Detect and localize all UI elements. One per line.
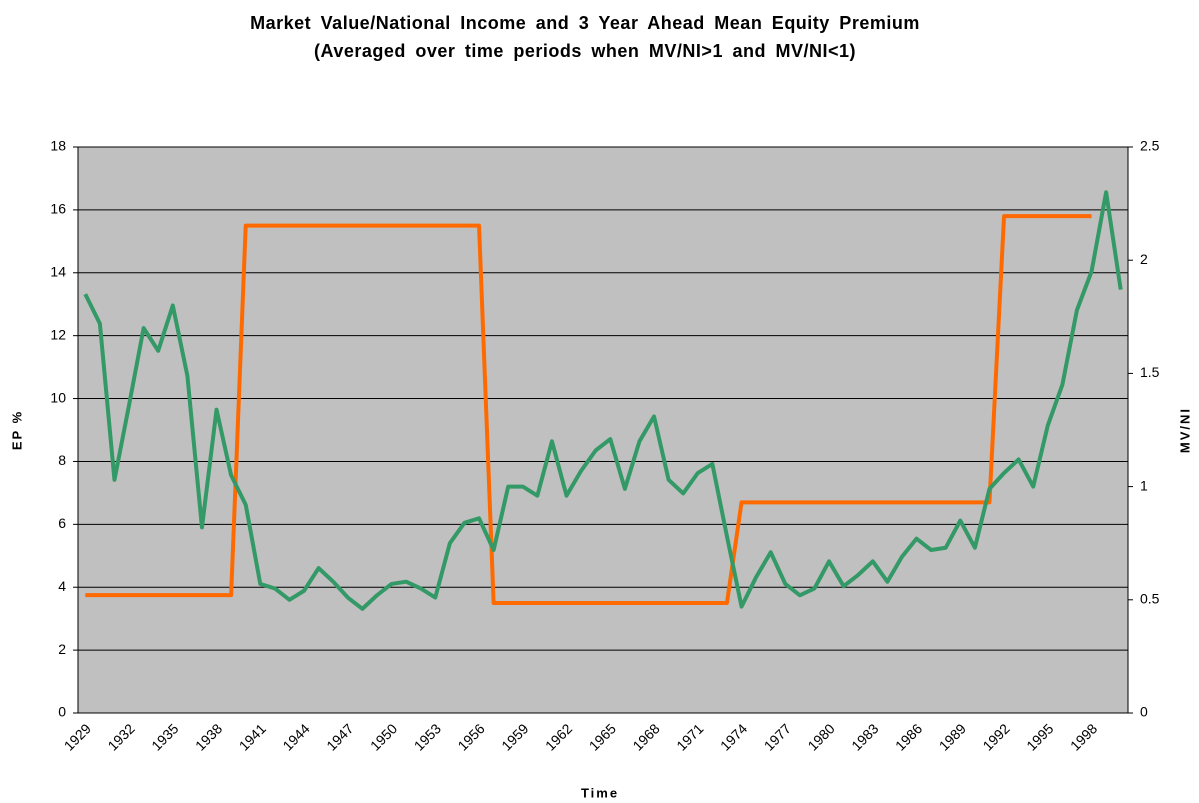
x-tick-label: 1995 <box>1023 720 1056 753</box>
plot-area <box>77 146 1129 714</box>
y-tick-label: 14 <box>50 263 66 279</box>
x-tick-label: 1977 <box>761 720 794 753</box>
x-tick-label: 1959 <box>498 720 531 753</box>
y2-tick-label: 1.5 <box>1140 364 1160 380</box>
y2-tick-label: 2 <box>1140 251 1148 267</box>
y-tick-label: 12 <box>50 326 66 342</box>
x-tick-label: 1962 <box>542 720 575 753</box>
x-tick-label: 1929 <box>61 720 94 753</box>
y-tick-label: 8 <box>58 452 66 468</box>
chart-title: Market Value/National Income and 3 Year … <box>250 13 920 33</box>
x-tick-label: 1992 <box>979 720 1012 753</box>
x-tick-label: 1938 <box>192 720 225 753</box>
y2-tick-label: 1 <box>1140 477 1148 493</box>
x-tick-label: 1983 <box>848 720 881 753</box>
x-tick-label: 1980 <box>804 720 837 753</box>
x-tick-label: 1971 <box>673 720 706 753</box>
y2-tick-label: 2.5 <box>1140 138 1160 154</box>
x-tick-label: 1986 <box>892 720 925 753</box>
x-tick-label: 1941 <box>236 720 269 753</box>
y-tick-label: 6 <box>58 515 66 531</box>
series-line <box>83 190 1123 611</box>
y-axis-label: EP % <box>9 410 24 450</box>
y2-axis-label: MV/NI <box>1177 407 1192 453</box>
x-axis-label: Time <box>581 785 619 800</box>
chart-subtitle: (Averaged over time periods when MV/NI>1… <box>314 41 856 61</box>
x-tick-label: 1950 <box>367 720 400 753</box>
y-tick-label: 16 <box>50 201 66 217</box>
series-line <box>85 214 1092 605</box>
x-tick-label: 1965 <box>586 720 619 753</box>
x-tick-label: 1956 <box>454 720 487 753</box>
x-tick-label: 1947 <box>323 720 356 753</box>
y2-tick-label: 0.5 <box>1140 591 1160 607</box>
x-tick-label: 1944 <box>279 720 312 753</box>
y-tick-label: 2 <box>58 641 66 657</box>
x-tick-label: 1998 <box>1067 720 1100 753</box>
x-tick-label: 1932 <box>104 720 137 753</box>
y-tick-label: 0 <box>58 704 66 720</box>
x-tick-label: 1989 <box>936 720 969 753</box>
x-tick-label: 1953 <box>411 720 444 753</box>
y-tick-label: 10 <box>50 389 66 405</box>
y-tick-label: 18 <box>50 138 66 154</box>
y2-tick-label: 0 <box>1140 704 1148 720</box>
x-tick-label: 1974 <box>717 720 750 753</box>
x-tick-label: 1935 <box>148 720 181 753</box>
y-tick-label: 4 <box>58 578 66 594</box>
x-tick-label: 1968 <box>629 720 662 753</box>
